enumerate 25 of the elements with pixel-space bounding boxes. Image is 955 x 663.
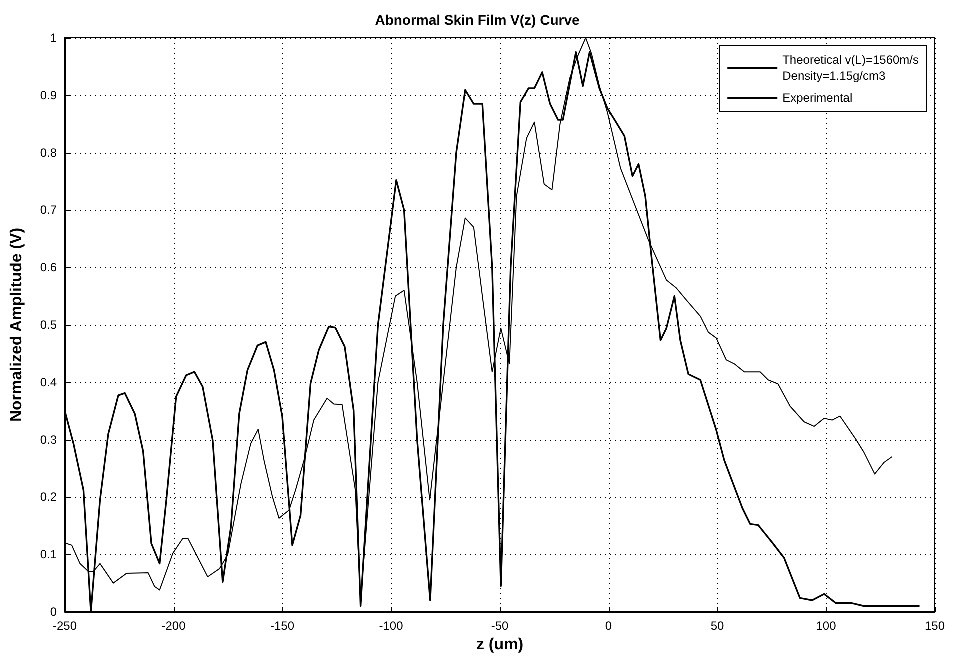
y-tick-label: 0.6 bbox=[40, 260, 58, 275]
y-tick-label: 0.8 bbox=[40, 146, 58, 160]
legend-label: Theoretical v(L)=1560m/s Density=1.15g/cm3 bbox=[782, 53, 920, 83]
x-tick-label: -150 bbox=[270, 619, 295, 633]
y-tick-label: 0.5 bbox=[40, 318, 58, 332]
chart-title: Abnormal Skin Film V(z) Curve bbox=[375, 12, 580, 28]
y-tick-label: 0.3 bbox=[40, 432, 58, 447]
x-tick-label: -250 bbox=[52, 619, 78, 633]
y-tick-label: 0.9 bbox=[40, 88, 58, 102]
x-tick-label: -50 bbox=[491, 619, 509, 633]
y-tick-label: 0.4 bbox=[40, 375, 58, 390]
x-tick-label: 150 bbox=[924, 619, 946, 633]
y-tick-label: 1 bbox=[50, 31, 58, 45]
x-tick-label: 0 bbox=[605, 619, 612, 633]
y-tick-label: 0.1 bbox=[40, 548, 58, 562]
y-tick-label: 0.2 bbox=[40, 490, 58, 504]
x-tick-label: -200 bbox=[162, 619, 186, 633]
x-tick-label: -100 bbox=[379, 619, 404, 633]
y-tick-label: 0.7 bbox=[40, 203, 58, 218]
x-tick-label: 100 bbox=[816, 619, 837, 633]
y-axis-title: Normalized Amplitude (V) bbox=[8, 228, 26, 422]
x-tick-label: 50 bbox=[710, 619, 724, 633]
y-tick-label: 0 bbox=[50, 605, 58, 619]
x-axis-title: z (um) bbox=[476, 636, 524, 654]
legend-label: Experimental bbox=[782, 91, 853, 105]
